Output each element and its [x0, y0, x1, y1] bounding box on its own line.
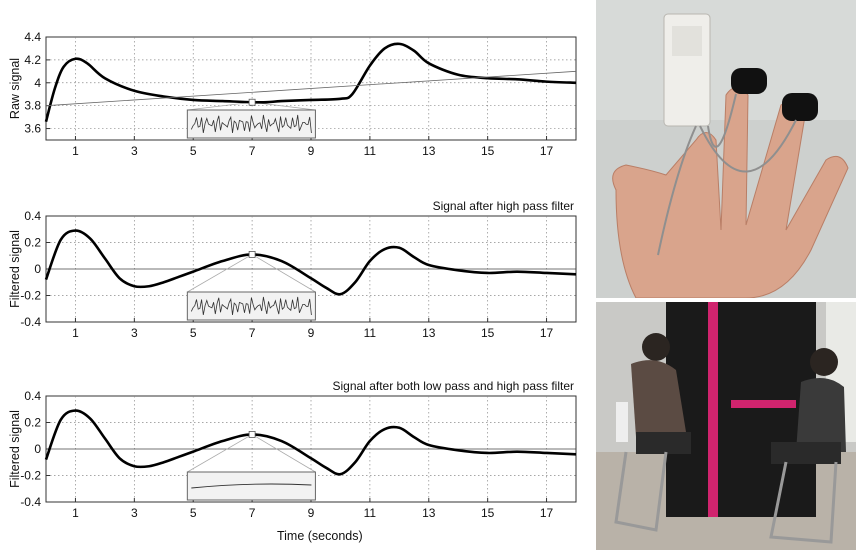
xtick-label: 1 [72, 506, 79, 520]
xtick-label: 3 [131, 506, 138, 520]
xtick-label: 5 [190, 506, 197, 520]
xtick-label: 17 [540, 326, 554, 340]
inset-box-2 [186, 471, 316, 501]
ytick-label: -0.2 [20, 469, 41, 483]
xtick-label: 15 [481, 326, 495, 340]
inset-marker-0 [248, 98, 256, 106]
inset-noise-trace-0 [190, 114, 312, 134]
ytick-label: 0.2 [24, 236, 41, 250]
xtick-label: 13 [422, 326, 436, 340]
ytick-label: 3.6 [24, 122, 41, 136]
xtick-label: 11 [364, 326, 377, 340]
xtick-label: 17 [540, 506, 554, 520]
xtick-label: 3 [131, 326, 138, 340]
ytick-label: 4 [34, 76, 41, 90]
signal-line-1-0 [44, 229, 577, 296]
inset-callout-left-2 [187, 434, 253, 473]
x-axis-label: Time (seconds) [277, 529, 363, 543]
ytick-label: 4.4 [24, 30, 41, 44]
ytick-label: 4.2 [24, 53, 41, 67]
inset-noise-trace-1 [190, 296, 312, 316]
xtick-label: 11 [364, 144, 377, 158]
xtick-label: 11 [364, 506, 377, 520]
signal-line-2-0 [44, 409, 577, 476]
trend-line-0 [45, 70, 577, 107]
y-axis-label: Raw signal [8, 58, 22, 119]
signal-line-0-0 [44, 42, 577, 123]
ytick-label: 3.8 [24, 99, 41, 113]
ytick-label: 0.4 [24, 209, 41, 223]
xtick-label: 17 [540, 144, 554, 158]
sensor-hand-photo [596, 0, 856, 298]
xtick-label: 15 [481, 506, 495, 520]
xtick-label: 13 [422, 506, 436, 520]
inset-marker-1 [248, 251, 256, 258]
xtick-label: 1 [72, 326, 79, 340]
ytick-label: 0 [34, 442, 41, 456]
participants-photo [596, 302, 856, 550]
xtick-label: 1 [72, 144, 79, 158]
xtick-label: 9 [308, 144, 315, 158]
ytick-label: -0.4 [20, 495, 41, 509]
y-axis-label: Filtered signal [8, 410, 22, 488]
xtick-label: 5 [190, 144, 197, 158]
chart-title: Signal after high pass filter [433, 199, 574, 213]
inset-callout-left-1 [187, 254, 253, 293]
xtick-label: 7 [249, 506, 256, 520]
ytick-label: -0.4 [20, 315, 41, 329]
xtick-label: 7 [249, 144, 256, 158]
ytick-label: 0.4 [24, 389, 41, 403]
inset-smooth-trace-2 [191, 483, 312, 489]
ytick-label: 0.2 [24, 416, 41, 430]
xtick-label: 15 [481, 144, 495, 158]
inset-callout-right-1 [251, 254, 316, 293]
xtick-label: 3 [131, 144, 138, 158]
y-axis-label: Filtered signal [8, 230, 22, 308]
xtick-label: 7 [249, 326, 256, 340]
xtick-label: 9 [308, 326, 315, 340]
ytick-label: 0 [34, 262, 41, 276]
inset-callout-right-2 [251, 434, 316, 473]
xtick-label: 13 [422, 144, 436, 158]
xtick-label: 9 [308, 506, 315, 520]
xtick-label: 5 [190, 326, 197, 340]
inset-callout-left-0 [187, 101, 253, 111]
inset-marker-2 [248, 431, 256, 438]
chart-title: Signal after both low pass and high pass… [333, 379, 574, 393]
ytick-label: -0.2 [20, 289, 41, 303]
